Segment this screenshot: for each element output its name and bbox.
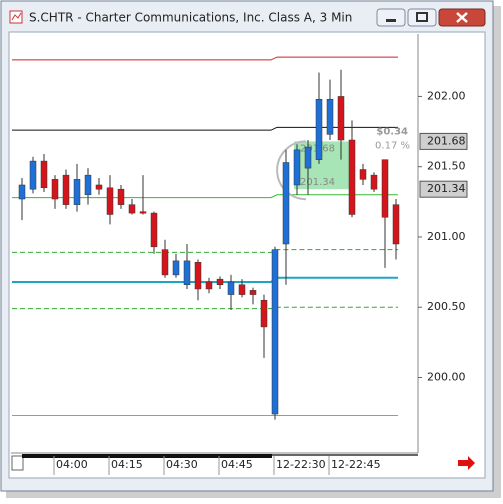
minimize-button[interactable] xyxy=(376,8,406,27)
maximize-glyph xyxy=(416,12,428,22)
measurement-from: 201.34 xyxy=(300,177,335,188)
candle-body xyxy=(392,204,400,245)
candle-body xyxy=(62,174,70,205)
measurement-percent: 0.17 % xyxy=(375,140,410,151)
candle-body xyxy=(227,281,235,295)
candle-body xyxy=(40,160,48,189)
candle-body xyxy=(161,249,169,276)
session-bar xyxy=(22,454,272,458)
close-glyph xyxy=(456,12,468,23)
candle-body xyxy=(381,159,389,218)
app-icon xyxy=(9,10,23,24)
x-tick-label: 12-22:30 xyxy=(276,458,326,471)
candle-body xyxy=(117,188,125,205)
candle-body xyxy=(106,187,114,215)
measurement-change: $0.34 xyxy=(376,126,408,137)
minimize-glyph xyxy=(386,19,396,22)
measurement-arc xyxy=(276,140,307,201)
y-tick-label: 201.50 xyxy=(427,160,466,173)
candle-body xyxy=(84,174,92,196)
candle-body xyxy=(337,96,345,141)
x-tick-label: 04:00 xyxy=(56,458,88,471)
candle-body xyxy=(172,260,180,276)
price-marker-label: 201.68 xyxy=(427,134,466,147)
candle-body xyxy=(194,262,202,290)
candle-body xyxy=(95,184,103,190)
app-icon-glyph xyxy=(11,12,22,21)
candle-body xyxy=(128,204,136,214)
price-marker xyxy=(419,132,468,150)
candle-body xyxy=(359,169,367,180)
candle-body xyxy=(249,290,257,295)
candle-body xyxy=(216,278,224,286)
y-tick-label: 200.50 xyxy=(427,300,466,313)
candle-body xyxy=(51,179,59,200)
candle-body xyxy=(183,260,191,286)
session-bar-2 xyxy=(272,454,418,456)
checkbox[interactable] xyxy=(11,455,24,471)
x-tick-label: 04:45 xyxy=(221,458,253,471)
maximize-button[interactable] xyxy=(407,8,437,27)
candle-body xyxy=(238,284,246,295)
x-tick-label: 12-22:45 xyxy=(331,458,381,471)
x-tick-label: 04:15 xyxy=(111,458,143,471)
indicator-line xyxy=(12,56,398,61)
indicator-line xyxy=(12,306,398,310)
y-tick-label: 201.00 xyxy=(427,230,466,243)
y-tick-label: 202.00 xyxy=(427,89,466,102)
price-marker xyxy=(419,180,468,198)
scroll-arrow[interactable] xyxy=(458,456,475,470)
candle-body xyxy=(18,184,26,200)
candle-body xyxy=(293,149,301,186)
candle-body xyxy=(326,98,334,135)
candle-body xyxy=(150,212,158,248)
candle-body xyxy=(205,281,213,290)
candle-body xyxy=(315,98,323,160)
indicator-line xyxy=(12,194,398,199)
price-marker-label: 201.34 xyxy=(427,182,466,195)
candle-body xyxy=(139,211,147,214)
candle-body xyxy=(348,139,356,215)
client-area xyxy=(8,31,486,479)
x-tick-label: 04:30 xyxy=(166,458,198,471)
y-tick-label: 200.00 xyxy=(427,371,466,384)
candle-body xyxy=(29,160,37,190)
candle-body xyxy=(271,249,279,415)
window-title: S.CHTR - Charter Communications, Inc. Cl… xyxy=(29,11,352,25)
candle-body xyxy=(304,146,312,169)
indicator-line xyxy=(12,126,398,131)
indicator-line xyxy=(12,249,398,253)
candle-body xyxy=(73,179,81,205)
candle-body xyxy=(370,174,378,190)
candle-body xyxy=(282,162,290,245)
candle-body xyxy=(260,299,268,328)
